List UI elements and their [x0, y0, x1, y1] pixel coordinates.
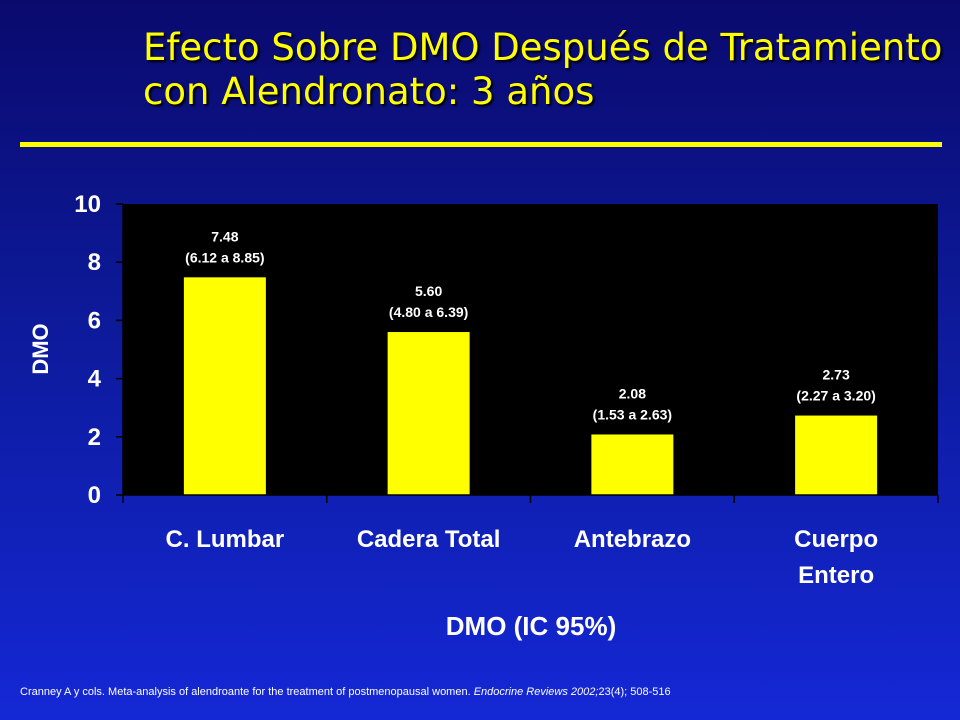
- x-axis-label: DMO (IC 95%): [446, 611, 616, 641]
- bar: [591, 434, 674, 495]
- citation-journal: Endocrine Reviews 2002;: [473, 686, 599, 698]
- y-axis-label: DMO: [28, 323, 53, 374]
- bar-data-label: 7.48 (6.12 a 8.85): [185, 228, 264, 265]
- y-tick-label: 0: [88, 482, 101, 509]
- bar: [183, 277, 266, 495]
- citation-authors: Cranney A y cols. Meta-analysis of alend…: [20, 686, 471, 698]
- x-tick-label: Cuerpo Entero: [794, 526, 878, 589]
- y-tick-label: 4: [88, 366, 102, 393]
- y-tick-label: 6: [88, 307, 101, 334]
- bar: [387, 332, 470, 495]
- x-tick-label: Antebrazo: [574, 526, 691, 553]
- bar: [795, 415, 878, 495]
- y-tick-label: 2: [88, 424, 101, 451]
- x-tick-label: C. Lumbar: [166, 526, 285, 553]
- bar-data-label: 2.73 (2.27 a 3.20): [796, 367, 875, 404]
- slide-title-line-1: Efecto Sobre DMO Después de Tratamiento: [143, 26, 943, 69]
- slide-title-line-2: con Alendronato: 3 años: [143, 70, 595, 113]
- slide-title: Efecto Sobre DMO Después de Tratamiento …: [143, 26, 943, 114]
- bar-chart: 0 2 4 6 8 10 7.48 (6.12 a 8.85) 5.60 (4.80 a 6.3…: [28, 191, 939, 641]
- bar-data-label: 2.08 (1.53 a 2.63): [593, 385, 672, 422]
- x-tick-label: Cadera Total: [357, 526, 501, 553]
- y-tick-label: 10: [74, 191, 101, 218]
- y-tick-label: 8: [88, 249, 101, 276]
- citation: Cranney A y cols. Meta-analysis of alend…: [20, 686, 950, 698]
- title-divider: [20, 142, 942, 147]
- bar-data-label: 5.60 (4.80 a 6.39): [389, 283, 468, 320]
- citation-issue: 23(4); 508-516: [598, 686, 671, 698]
